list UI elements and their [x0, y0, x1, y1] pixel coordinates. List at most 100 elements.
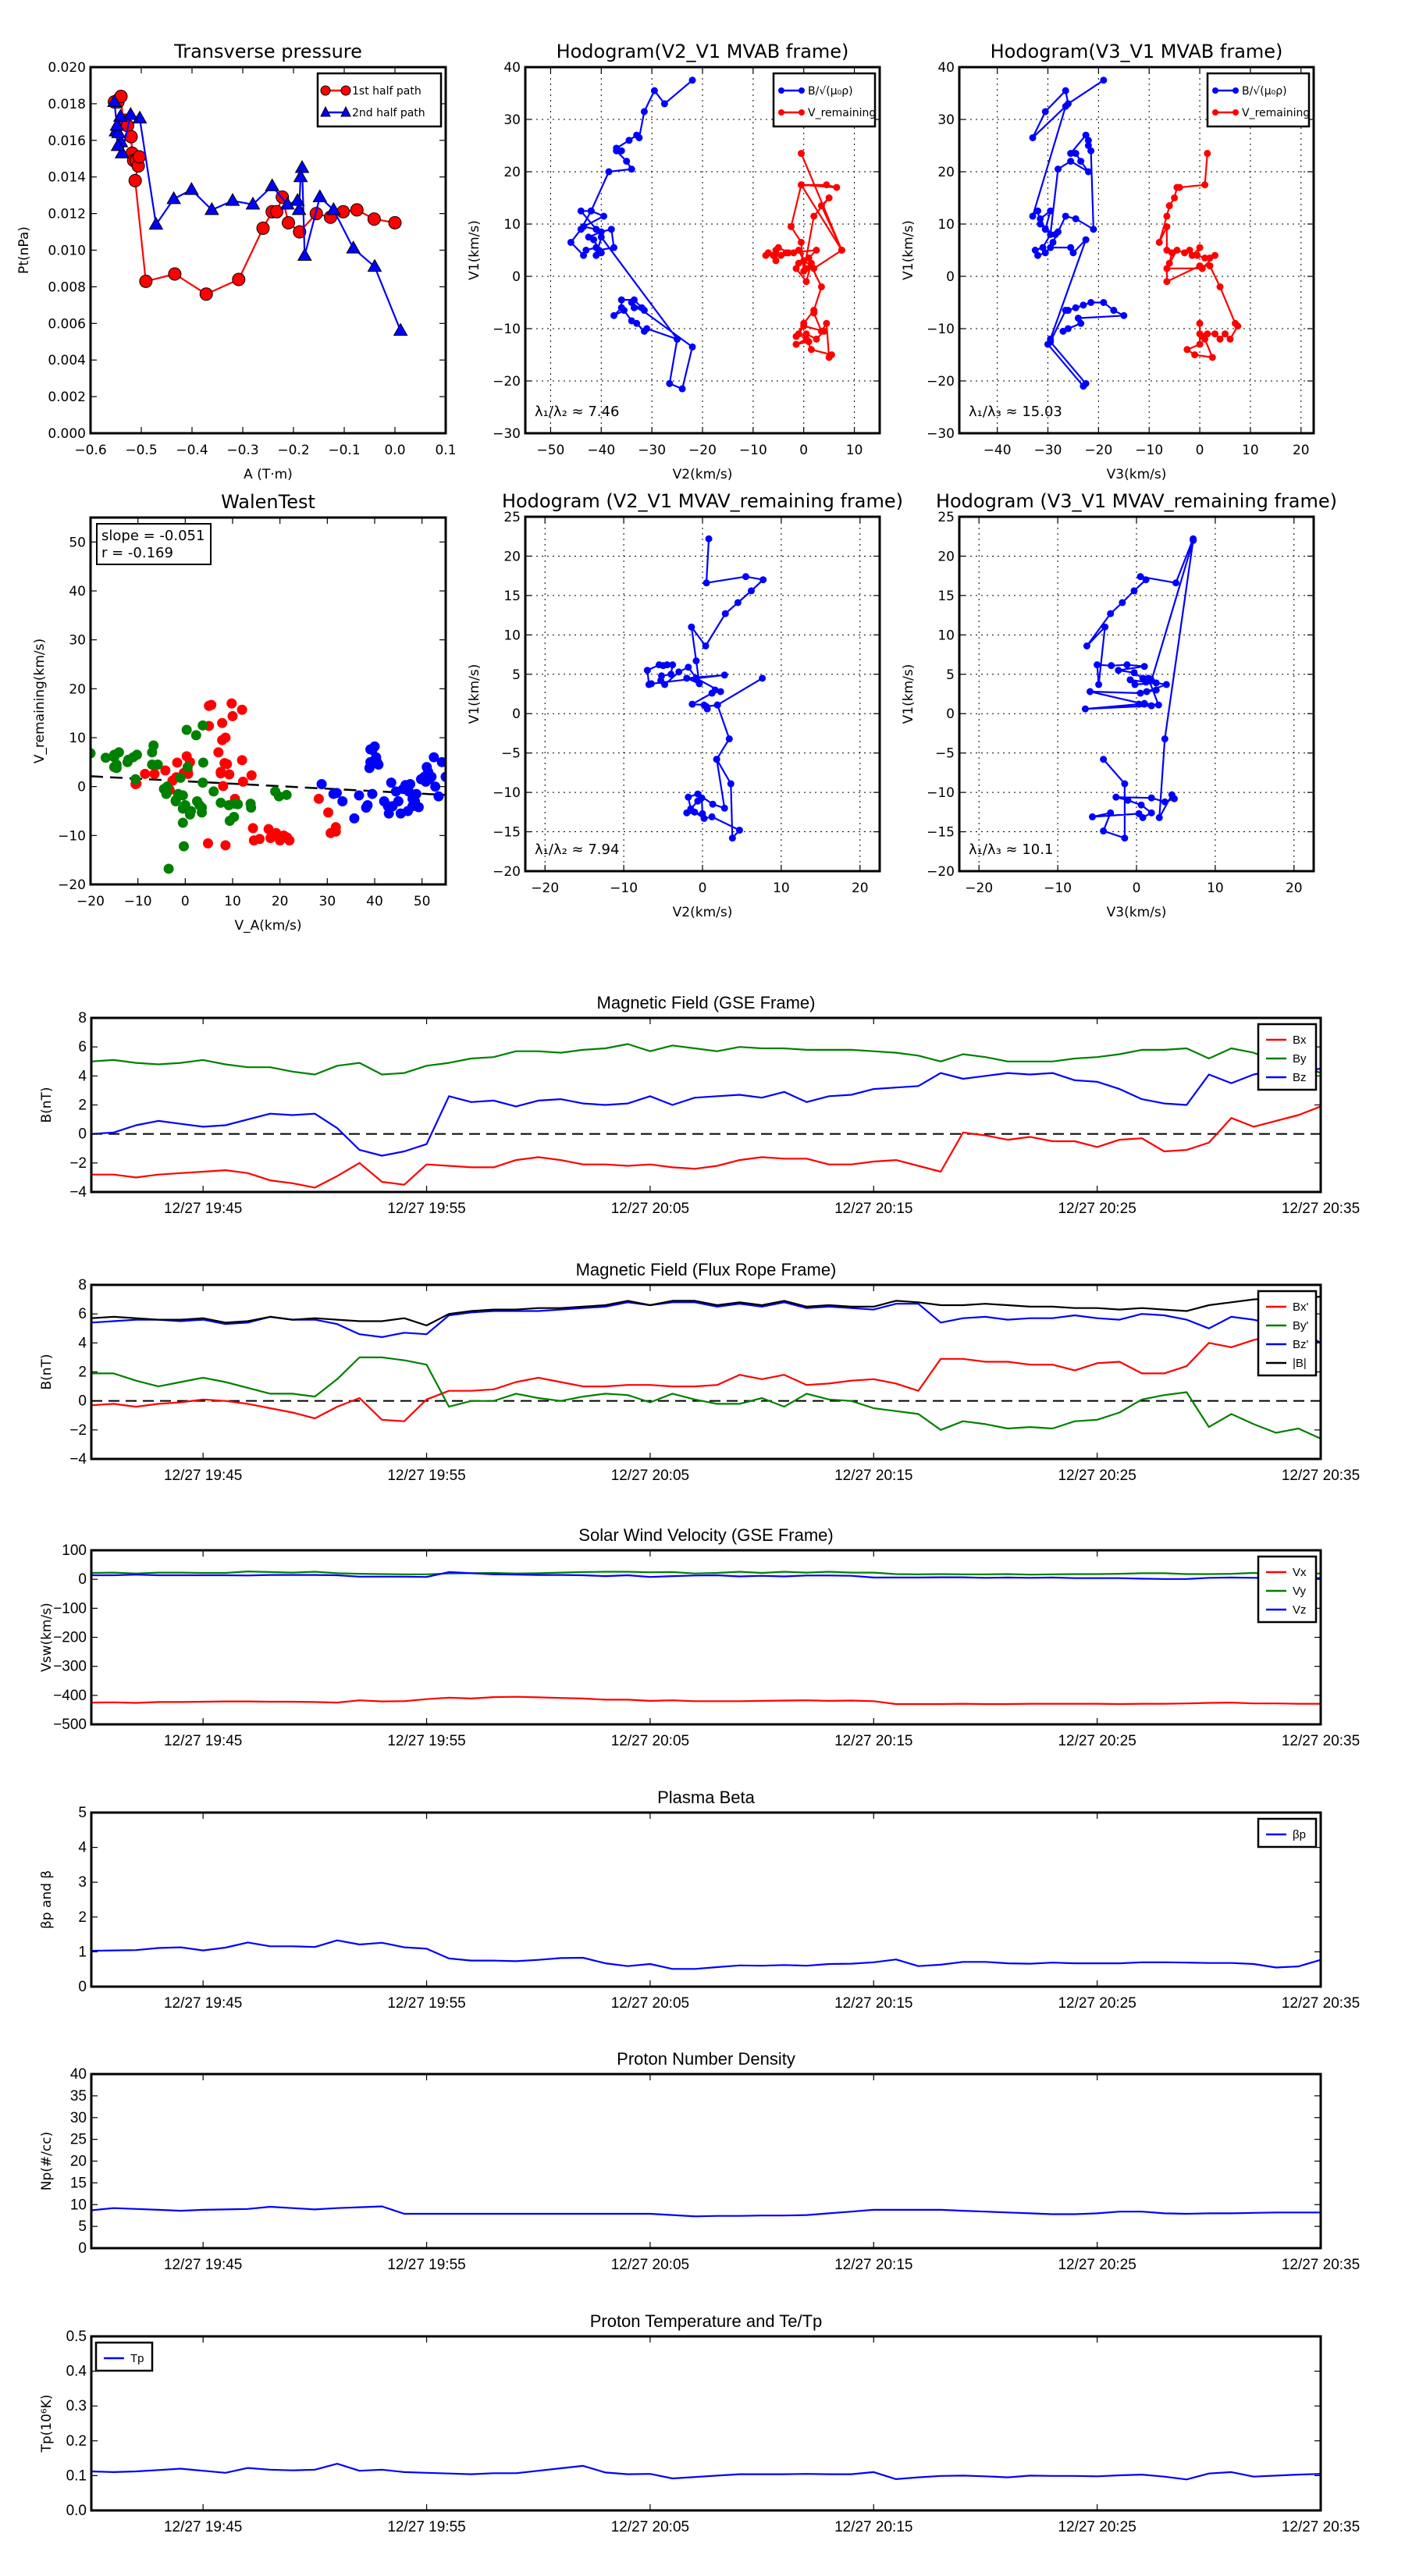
data-point — [810, 212, 818, 220]
data-point — [282, 215, 295, 229]
series-line — [91, 1043, 1321, 1076]
data-point — [1100, 76, 1108, 84]
legend: B/√(μ₀ρ) V_remaining — [1206, 72, 1310, 128]
y-tick-label: −4 — [69, 1184, 87, 1201]
y-tick-label: 100 — [62, 1542, 87, 1559]
data-point — [1120, 311, 1128, 319]
series-v-remaining — [1155, 150, 1242, 361]
series-vz — [91, 1571, 1321, 1580]
x-tick-label: −10 — [610, 881, 638, 896]
data-point — [1086, 688, 1094, 696]
data-point — [666, 379, 674, 387]
y-tick-label: −10 — [927, 785, 955, 801]
data-point — [810, 309, 818, 317]
chart-hodo_v2v1_mvav: Hodogram (V2_V1 MVAV_remaining frame) −20… — [467, 490, 903, 920]
y-tick-label: −15 — [927, 825, 955, 841]
chart-transverse: Transverse pressure −0.6 −0.5 −0.4 −0.3 −0.2 −… — [16, 41, 457, 482]
data-point — [577, 207, 585, 215]
data-point — [1101, 623, 1109, 631]
data-point — [1072, 215, 1080, 222]
data-point — [226, 698, 237, 709]
y-tick-label: 0.2 — [66, 2433, 87, 2450]
data-point — [1137, 801, 1145, 809]
data-point — [233, 799, 244, 809]
y-tick-label: 0.016 — [48, 133, 86, 149]
x-tick-label: −0.5 — [125, 443, 157, 458]
legend-label: Vy — [1293, 1585, 1306, 1598]
data-point — [1077, 158, 1085, 165]
y-tick-label: −20 — [927, 864, 955, 880]
legend: Bx' By' Bz' |B| — [1257, 1290, 1318, 1377]
data-point — [290, 193, 305, 206]
data-point — [166, 190, 181, 205]
data-point — [265, 178, 280, 191]
data-point — [597, 233, 605, 241]
x-tick-label: 20 — [1293, 443, 1310, 458]
series-line — [91, 1939, 1321, 1970]
data-point — [1072, 304, 1080, 311]
data-point — [281, 789, 292, 800]
data-point — [748, 587, 756, 595]
data-point — [1163, 212, 1171, 220]
data-point — [1034, 207, 1042, 215]
x-tick-label: 12/27 19:55 — [387, 1995, 465, 2012]
data-point — [623, 158, 631, 165]
data-point — [1062, 212, 1069, 220]
plot-frame — [90, 1016, 1322, 1194]
data-point — [256, 221, 270, 235]
x-tick-label: 30 — [319, 894, 336, 909]
data-point — [227, 710, 238, 721]
x-tick-label: 12/27 20:15 — [834, 1995, 912, 2012]
data-point — [685, 793, 692, 801]
data-point — [1161, 735, 1168, 743]
data-point — [1188, 251, 1196, 259]
data-point — [132, 150, 146, 164]
data-point — [667, 671, 675, 678]
x-tick-label: 12/27 20:05 — [611, 1733, 689, 1749]
annotation-text: λ₁/λ₂ ≈ 7.46 — [535, 404, 619, 420]
data-point — [734, 599, 742, 607]
data-point — [108, 762, 119, 773]
plot-area — [91, 1295, 1321, 1440]
data-point — [1126, 676, 1134, 684]
x-axis-label: V3(km/s) — [1107, 467, 1167, 482]
y-axis-label: V1(km/s) — [467, 664, 482, 724]
x-tick-label: 12/27 19:45 — [164, 1733, 242, 1749]
data-point — [1110, 307, 1118, 315]
y-tick-label: 20 — [69, 681, 86, 697]
plot-frame — [958, 66, 1315, 435]
y-tick-label: 0 — [78, 2240, 87, 2257]
data-point — [1216, 335, 1224, 343]
data-point — [217, 717, 228, 728]
y-tick-label: 3 — [78, 1874, 87, 1891]
data-point — [1196, 340, 1204, 348]
data-point — [1165, 259, 1173, 267]
data-point — [354, 790, 365, 801]
y-tick-label: 0 — [512, 269, 521, 285]
data-point — [1037, 220, 1044, 228]
data-point — [1062, 87, 1069, 94]
data-point — [1170, 795, 1178, 802]
data-point — [1204, 150, 1211, 158]
chart-title: Hodogram(V3_V1 MVAB frame) — [991, 41, 1283, 62]
data-point — [206, 699, 217, 710]
chart-walen: WalenTest −20 −10 0 10 20 30 40 50 −20 −10 0 10 20 30 4… — [32, 491, 447, 934]
x-tick-label: 12/27 19:45 — [164, 2257, 242, 2273]
chart-beta: Plasma Beta 12/27 19:45 12/27 19:55 12/27 2… — [39, 1788, 1360, 2012]
data-point — [222, 759, 233, 770]
y-tick-label: 2 — [78, 1909, 87, 1926]
y-axis-label: V1(km/s) — [467, 220, 482, 280]
data-point — [1082, 379, 1090, 387]
y-tick-label: 10 — [937, 217, 955, 233]
y-tick-label: 0.1 — [66, 2467, 87, 2484]
data-point — [362, 799, 373, 810]
y-tick-label: 5 — [78, 1805, 87, 1821]
data-point — [237, 755, 247, 766]
x-tick-label: 12/27 19:55 — [387, 1733, 465, 1749]
data-point — [1163, 222, 1171, 230]
data-point — [1173, 247, 1181, 254]
x-tick-label: 0.1 — [435, 443, 456, 458]
data-point — [1094, 661, 1101, 669]
plot-area — [91, 2205, 1321, 2218]
